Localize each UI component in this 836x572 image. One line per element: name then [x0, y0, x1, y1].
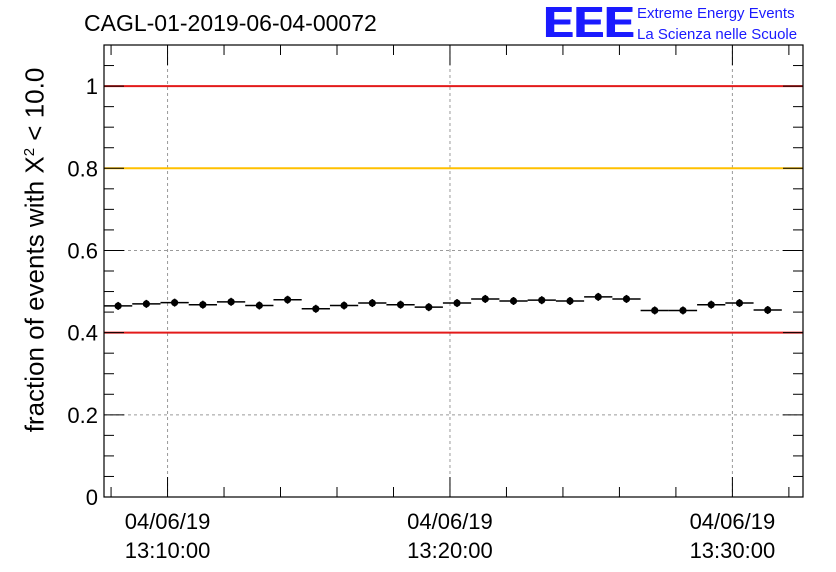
- data-point: [368, 299, 376, 307]
- data-series: [104, 292, 782, 315]
- x-tick-label: 13:20:00: [407, 538, 493, 563]
- data-point: [227, 298, 235, 306]
- data-point: [255, 301, 263, 310]
- data-point: [114, 302, 122, 310]
- reference-lines: [104, 85, 803, 334]
- data-point: [481, 295, 489, 303]
- y-tick-label: 0.2: [67, 403, 98, 428]
- data-point: [199, 301, 207, 309]
- data-point: [707, 301, 715, 309]
- y-tick-label: 0.4: [67, 321, 98, 346]
- axes: 0 0.2 0.4 0.6 0.8 1 04/06/19 13:10:00 04/06/19 13…: [67, 44, 804, 563]
- x-tick-label: 04/06/19: [407, 509, 493, 534]
- grid-lines: [104, 45, 803, 497]
- data-point: [171, 299, 179, 307]
- data-point: [764, 306, 772, 314]
- data-point: [651, 306, 659, 315]
- data-point: [425, 303, 433, 311]
- y-tick-label: 1: [86, 74, 98, 99]
- chart-title: CAGL-01-2019-06-04-00072: [84, 10, 377, 36]
- x-tick-label: 04/06/19: [690, 509, 776, 534]
- data-point: [594, 293, 602, 301]
- eee-logo: EEE Extreme Energy Events La Scienza nel…: [544, 0, 834, 47]
- data-point: [453, 299, 461, 307]
- y-tick-label: 0.8: [67, 156, 98, 181]
- data-point: [538, 296, 546, 304]
- data-point: [566, 297, 574, 305]
- data-point: [283, 296, 292, 304]
- plot-frame: [103, 44, 804, 498]
- data-point: [142, 300, 150, 308]
- data-point: [679, 306, 687, 315]
- y-tick-label: 0.6: [67, 238, 98, 263]
- x-tick-label: 13:30:00: [690, 538, 776, 563]
- eee-logo-mark: EEE: [544, 0, 636, 47]
- data-point: [312, 305, 320, 313]
- x-tick-label: 13:10:00: [125, 538, 211, 563]
- x-tick-label: 04/06/19: [125, 509, 211, 534]
- logo-tagline-2: La Scienza nelle Scuole: [637, 26, 798, 43]
- data-point: [396, 301, 405, 309]
- data-point: [735, 299, 744, 307]
- logo-tagline-1: Extreme Energy Events: [637, 5, 795, 22]
- data-point: [340, 301, 348, 310]
- y-tick-label: 0: [86, 485, 98, 510]
- data-point: [622, 295, 631, 303]
- data-point: [509, 297, 518, 305]
